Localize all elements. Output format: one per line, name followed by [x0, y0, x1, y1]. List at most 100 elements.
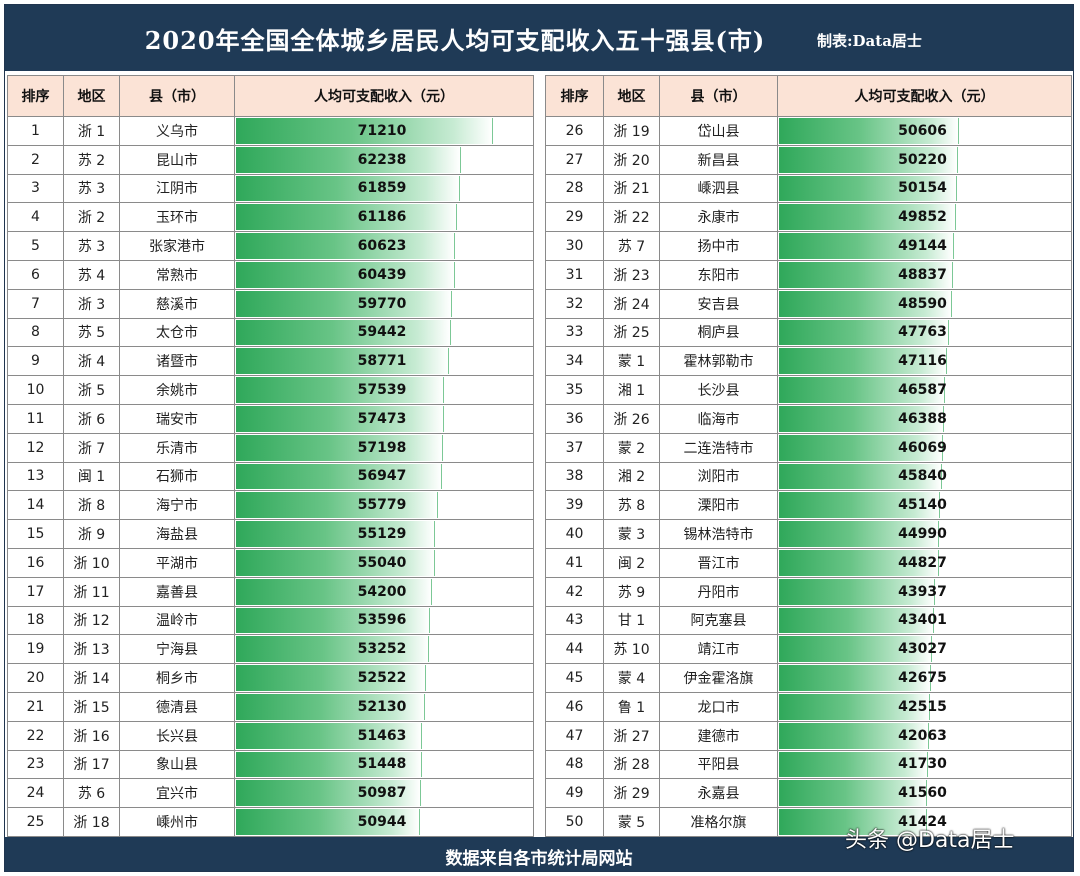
- region-cell: 浙 28: [603, 749, 660, 780]
- rank-cell: 13: [7, 461, 64, 492]
- income-bar: [779, 636, 933, 663]
- rank-cell: 48: [545, 749, 604, 780]
- income-bar: [236, 204, 458, 231]
- income-bar: [779, 665, 931, 691]
- income-cell: 46069: [777, 432, 1072, 463]
- table-row: 44 苏 10 靖江市 43027: [545, 634, 1072, 665]
- region-cell: 浙 29: [603, 778, 660, 809]
- income-bar: [236, 780, 421, 807]
- income-cell: 41424: [777, 807, 1072, 837]
- table-row: 12 浙 7 乐清市 57198: [7, 432, 534, 463]
- rank-cell: 31: [545, 259, 604, 290]
- county-cell: 温岭市: [119, 605, 235, 636]
- income-bar: [779, 492, 940, 519]
- county-cell: 江阴市: [119, 173, 235, 204]
- rank-cell: 12: [7, 432, 64, 463]
- rank-cell: 10: [7, 375, 64, 405]
- county-cell: 新昌县: [659, 144, 778, 175]
- rank-cell: 36: [545, 403, 604, 434]
- region-cell: 苏 3: [63, 231, 120, 261]
- income-value: 55040: [357, 554, 407, 571]
- county-cell: 扬中市: [659, 231, 778, 261]
- income-value: 43027: [898, 641, 947, 658]
- rank-cell: 18: [7, 605, 64, 636]
- rank-cell: 28: [545, 173, 604, 204]
- table-row: 17 浙 11 嘉善县 54200: [7, 576, 534, 607]
- income-value: 47763: [898, 324, 947, 341]
- region-cell: 蒙 3: [603, 519, 660, 549]
- income-cell: 52130: [234, 691, 534, 722]
- ranking-chart: 2020年全国全体城乡居民人均可支配收入五十强县(市) 制表:Data居士 排序…: [4, 4, 1074, 872]
- income-value: 50606: [898, 122, 947, 139]
- rank-cell: 42: [545, 576, 604, 607]
- income-bar: [779, 204, 957, 231]
- region-cell: 浙 18: [63, 807, 120, 837]
- chart-title: 2020年全国全体城乡居民人均可支配收入五十强县(市): [144, 26, 766, 55]
- region-cell: 蒙 1: [603, 346, 660, 377]
- region-cell: 浙 10: [63, 547, 120, 578]
- col-header-county: 县（市）: [119, 75, 235, 117]
- region-cell: 浙 8: [63, 490, 120, 521]
- income-bar: [779, 118, 960, 144]
- income-value: 51448: [357, 756, 407, 773]
- region-cell: 浙 14: [63, 663, 120, 693]
- income-cell: 55040: [234, 547, 534, 578]
- income-bar: [236, 233, 456, 259]
- col-header-rank: 排序: [545, 75, 604, 117]
- county-cell: 霍林郭勒市: [659, 346, 778, 377]
- rank-cell: 11: [7, 403, 64, 434]
- table-header-row: 排序 地区 县（市） 人均可支配收入（元）: [7, 75, 534, 117]
- county-cell: 慈溪市: [119, 288, 235, 319]
- income-cell: 59770: [234, 288, 534, 319]
- region-cell: 闽 2: [603, 547, 660, 578]
- income-bar: [236, 405, 444, 432]
- table-row: 50 蒙 5 准格尔旗 41424: [545, 807, 1072, 837]
- income-cell: 45840: [777, 461, 1072, 492]
- income-value: 56947: [357, 468, 407, 485]
- col-header-rank: 排序: [7, 75, 64, 117]
- county-cell: 象山县: [119, 749, 235, 780]
- income-value: 45840: [898, 468, 947, 485]
- region-cell: 浙 24: [603, 288, 660, 319]
- income-bar: [236, 492, 438, 519]
- table-row: 28 浙 21 嵊泗县 50154: [545, 173, 1072, 204]
- income-bar: [779, 693, 931, 720]
- table-row: 32 浙 24 安吉县 48590: [545, 288, 1072, 319]
- income-bar: [236, 607, 430, 634]
- county-cell: 永康市: [659, 202, 778, 233]
- income-bar: [779, 578, 936, 605]
- county-cell: 桐庐县: [659, 317, 778, 348]
- income-value: 47116: [898, 353, 947, 370]
- county-cell: 长沙县: [659, 375, 778, 405]
- rank-cell: 7: [7, 288, 64, 319]
- county-cell: 安吉县: [659, 288, 778, 319]
- rank-cell: 15: [7, 519, 64, 549]
- col-header-income: 人均可支配收入（元）: [234, 75, 534, 117]
- income-value: 55129: [357, 526, 407, 543]
- rank-cell: 24: [7, 778, 64, 809]
- county-cell: 石狮市: [119, 461, 235, 492]
- income-bar: [779, 146, 958, 173]
- income-cell: 42515: [777, 691, 1072, 722]
- income-cell: 50154: [777, 173, 1072, 204]
- watermark: 头条 @Data居士: [845, 828, 1015, 853]
- table-row: 19 浙 13 宁海县 53252: [7, 634, 534, 665]
- county-cell: 东阳市: [659, 259, 778, 290]
- region-cell: 浙 13: [63, 634, 120, 665]
- income-cell: 59442: [234, 317, 534, 348]
- region-cell: 浙 25: [603, 317, 660, 348]
- income-cell: 60439: [234, 259, 534, 290]
- income-bar: [236, 693, 425, 720]
- income-value: 52522: [357, 670, 407, 687]
- rank-cell: 2: [7, 144, 64, 175]
- income-bar: [236, 377, 445, 403]
- income-bar: [236, 261, 455, 288]
- region-cell: 苏 10: [603, 634, 660, 665]
- chart-maker: 制表:Data居士: [817, 32, 922, 50]
- rank-cell: 20: [7, 663, 64, 693]
- income-value: 46388: [898, 410, 947, 427]
